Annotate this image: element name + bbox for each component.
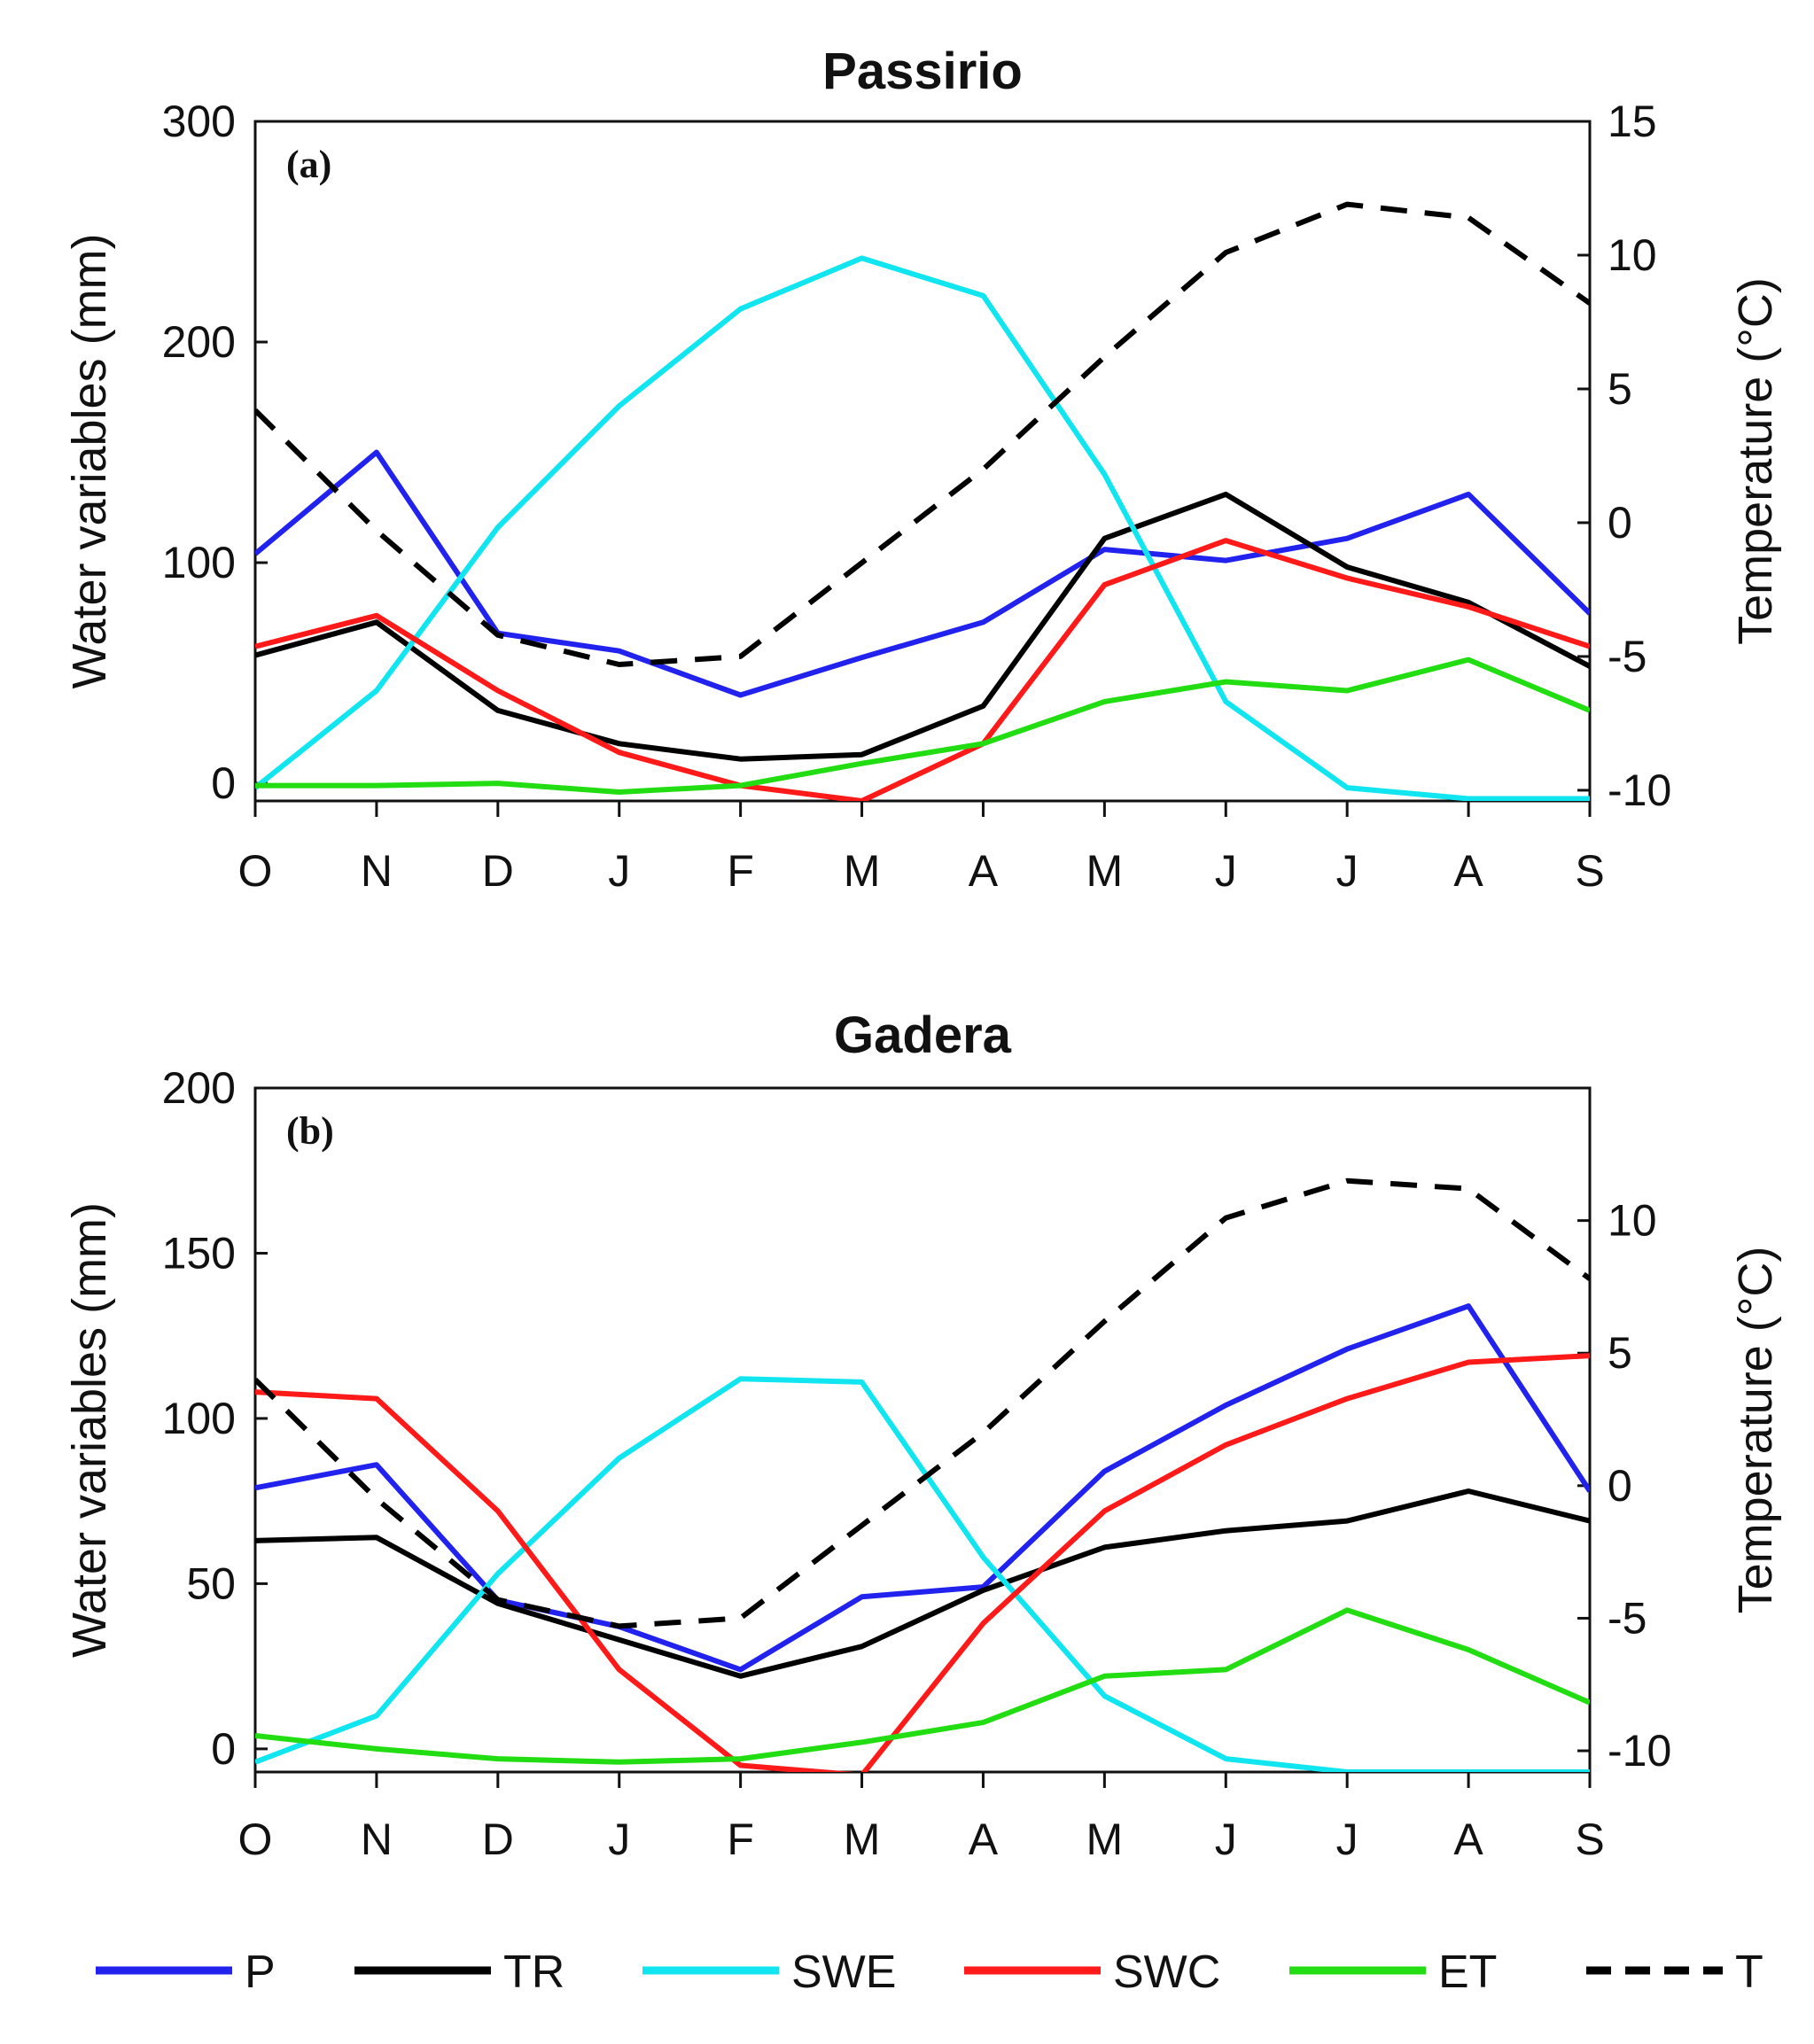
- legend-item-swc: SWC: [964, 1947, 1220, 1998]
- y-tick-label: 0: [211, 1724, 236, 1774]
- series-line-et: [255, 1607, 1590, 1765]
- legend-label: TR: [503, 1947, 564, 1998]
- x-tick-label: N: [361, 846, 393, 896]
- chart-panel-passirio: Passirio (a) 0 100 200 300 -10 -5 0 5 10 15 O N D J F M A M…: [63, 43, 1782, 896]
- plot-frame: [253, 120, 1592, 803]
- series-line-t: [255, 1177, 1590, 1629]
- x-tick-label: F: [727, 846, 754, 896]
- legend-label: SWE: [791, 1947, 896, 1998]
- series-line-swe: [255, 1376, 1590, 1772]
- legend-label: ET: [1438, 1947, 1497, 1998]
- panel-tag: (b): [286, 1109, 334, 1153]
- x-tick-label: A: [969, 1815, 999, 1864]
- x-tick-label: M: [844, 1815, 881, 1864]
- x-tick-label: S: [1575, 1815, 1604, 1864]
- y-tick-label: 0: [211, 758, 236, 808]
- series-line-p: [255, 1303, 1590, 1673]
- y2-tick-label: -5: [1608, 632, 1647, 681]
- x-tick-label: J: [608, 1815, 630, 1864]
- series-line-p: [255, 449, 1590, 698]
- x-tick-label: F: [727, 1815, 754, 1864]
- chart-panel-gadera: Gadera (b) 0 50 100 150 200 -10 -5 0 5 10 O N D J F M A M J J…: [63, 1006, 1782, 1864]
- series-line-swc: [255, 1353, 1590, 1772]
- legend-label: T: [1735, 1947, 1763, 1998]
- y2-axis-label: Temperature (°C): [1729, 277, 1782, 645]
- y2-tick-label: -10: [1608, 1726, 1671, 1776]
- y-tick-label: 100: [162, 538, 236, 587]
- y2-tick-label: 15: [1608, 97, 1657, 146]
- legend-item-swe: SWE: [642, 1947, 896, 1998]
- y-axis-label: Water variables (mm): [63, 233, 116, 688]
- legend-item-t: T: [1586, 1947, 1763, 1998]
- x-tick-label: D: [482, 1815, 514, 1864]
- series-line-tr: [255, 491, 1590, 762]
- legend-label: SWC: [1113, 1947, 1220, 1998]
- y-tick-label: 150: [162, 1228, 236, 1278]
- y-tick-label: 200: [162, 317, 236, 367]
- x-tick-label: O: [238, 846, 273, 896]
- legend-item-tr: TR: [354, 1947, 564, 1998]
- x-tick-label: M: [844, 846, 881, 896]
- y-tick-label: 50: [186, 1558, 236, 1608]
- x-tick-label: J: [608, 846, 630, 896]
- series-group: [255, 1177, 1590, 1772]
- y-tick-label: 300: [162, 97, 236, 146]
- x-tick-label: J: [1336, 846, 1359, 896]
- x-tick-label: O: [238, 1815, 273, 1864]
- x-tick-label: A: [1453, 846, 1483, 896]
- y2-tick-label: -5: [1608, 1593, 1647, 1643]
- x-tick-label: A: [1453, 1815, 1483, 1864]
- series-line-tr: [255, 1488, 1590, 1679]
- series-line-et: [255, 657, 1590, 795]
- y2-axis-label: Temperature (°C): [1729, 1247, 1782, 1614]
- legend-item-et: ET: [1289, 1947, 1497, 1998]
- series-line-swc: [255, 538, 1590, 801]
- y2-tick-label: 10: [1608, 230, 1657, 280]
- x-tick-label: N: [361, 1815, 393, 1864]
- panel-tag: (a): [286, 143, 331, 186]
- y-tick-label: 200: [162, 1063, 236, 1113]
- x-tick-label: M: [1086, 1815, 1124, 1864]
- series-group: [255, 201, 1590, 801]
- y2-tick-label: 5: [1608, 1328, 1632, 1378]
- y-axis-label: Water variables (mm): [63, 1202, 116, 1658]
- legend: P TR SWE SWC ET T: [96, 1947, 1763, 1998]
- series-line-swe: [255, 255, 1590, 801]
- plot-frame: [253, 1086, 1592, 1774]
- x-tick-label: J: [1215, 846, 1237, 896]
- x-tick-label: M: [1086, 846, 1124, 896]
- x-tick-label: A: [969, 846, 999, 896]
- x-tick-label: J: [1215, 1815, 1237, 1864]
- legend-label: P: [245, 1947, 276, 1998]
- chart-title: Passirio: [822, 43, 1023, 100]
- series-line-t: [255, 201, 1590, 667]
- y2-tick-label: 5: [1608, 364, 1632, 414]
- y2-tick-label: 0: [1608, 1461, 1632, 1511]
- x-tick-label: J: [1336, 1815, 1359, 1864]
- y-tick-label: 100: [162, 1394, 236, 1443]
- x-tick-label: D: [482, 846, 514, 896]
- y2-tick-label: 0: [1608, 498, 1632, 548]
- chart-title: Gadera: [834, 1006, 1012, 1064]
- y2-tick-label: -10: [1608, 766, 1671, 815]
- y2-tick-label: 10: [1608, 1196, 1657, 1246]
- x-tick-label: S: [1575, 846, 1604, 896]
- legend-item-p: P: [96, 1947, 276, 1998]
